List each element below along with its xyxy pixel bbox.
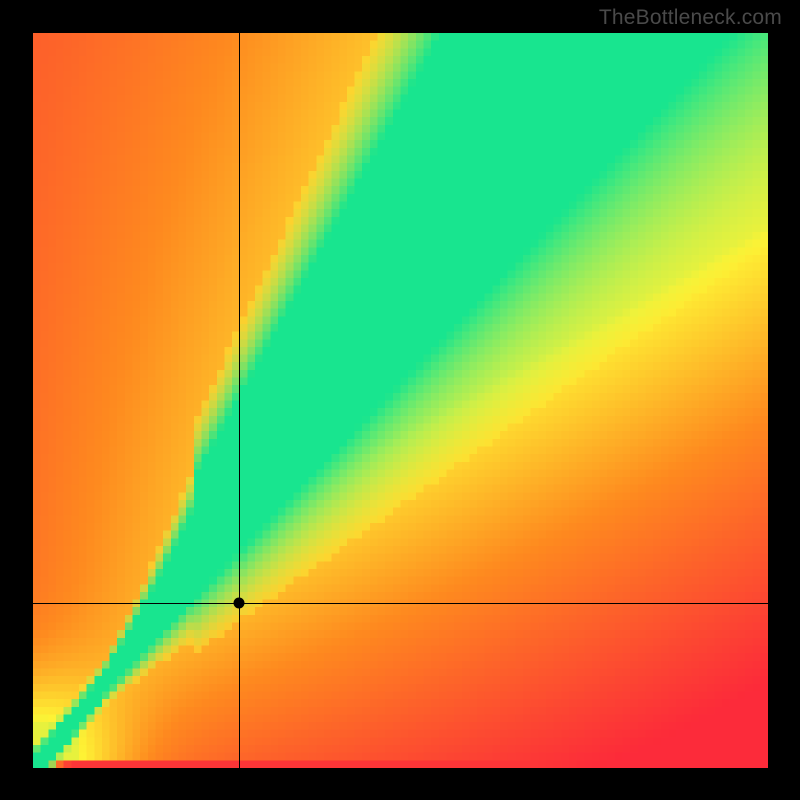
- crosshair-horizontal: [33, 603, 768, 604]
- heatmap-canvas: [33, 33, 768, 768]
- crosshair-dot: [233, 597, 244, 608]
- watermark-text: TheBottleneck.com: [599, 6, 782, 30]
- heatmap-plot: [33, 33, 768, 768]
- crosshair-vertical: [239, 33, 240, 768]
